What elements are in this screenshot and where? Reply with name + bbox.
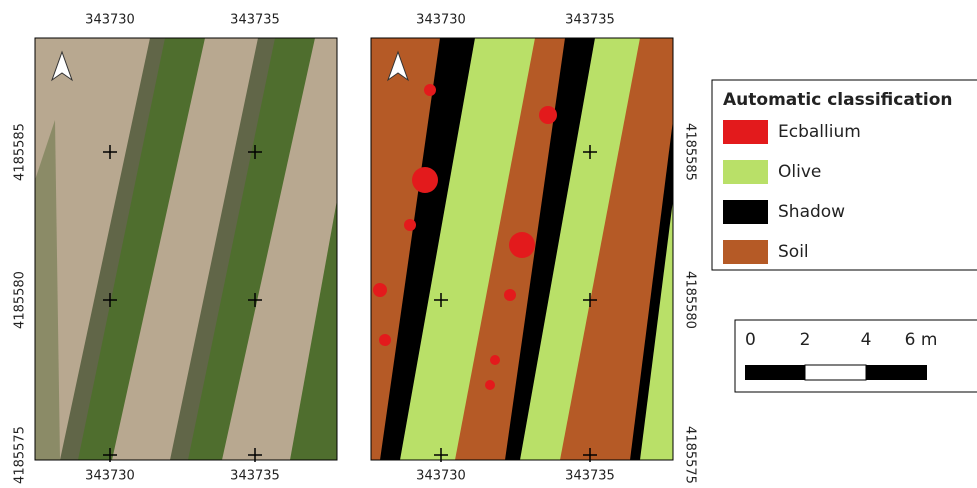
legend-swatch [723, 120, 768, 144]
easting-label: 343735 [230, 13, 280, 28]
easting-label: 343735 [565, 13, 615, 28]
northing-label: 4185585 [683, 123, 698, 181]
easting-label: 343735 [565, 469, 615, 484]
legend-swatch [723, 160, 768, 184]
orthophoto [35, 38, 337, 460]
classification-map [371, 38, 673, 460]
legend-label: Shadow [778, 202, 845, 222]
easting-label: 343730 [416, 469, 466, 484]
northing-label: 4185575 [13, 426, 28, 484]
northing-label: 4185580 [683, 271, 698, 329]
scale-segment [866, 365, 927, 380]
scale-label: 4 [861, 330, 872, 350]
legend-swatch [723, 200, 768, 224]
easting-label: 343730 [85, 13, 135, 28]
scale-label: 0 [745, 330, 756, 350]
figure: Automatic classification Ecballium Olive S… [0, 0, 977, 484]
easting-label: 343735 [230, 469, 280, 484]
northing-label: 4185580 [13, 271, 28, 329]
scale-segment [745, 365, 805, 380]
legend-label: Ecballium [778, 122, 861, 142]
scale-label: 6 m [905, 330, 938, 350]
scale-segment [805, 365, 866, 380]
scale-bar-box [735, 320, 977, 392]
northing-label: 4185575 [683, 426, 698, 484]
easting-label: 343730 [416, 13, 466, 28]
legend-title: Automatic classification [723, 90, 953, 110]
easting-label: 343730 [85, 469, 135, 484]
legend-label: Olive [778, 162, 821, 182]
legend-swatch [723, 240, 768, 264]
scale-label: 2 [800, 330, 811, 350]
northing-label: 4185585 [13, 123, 28, 181]
legend-label: Soil [778, 242, 809, 262]
